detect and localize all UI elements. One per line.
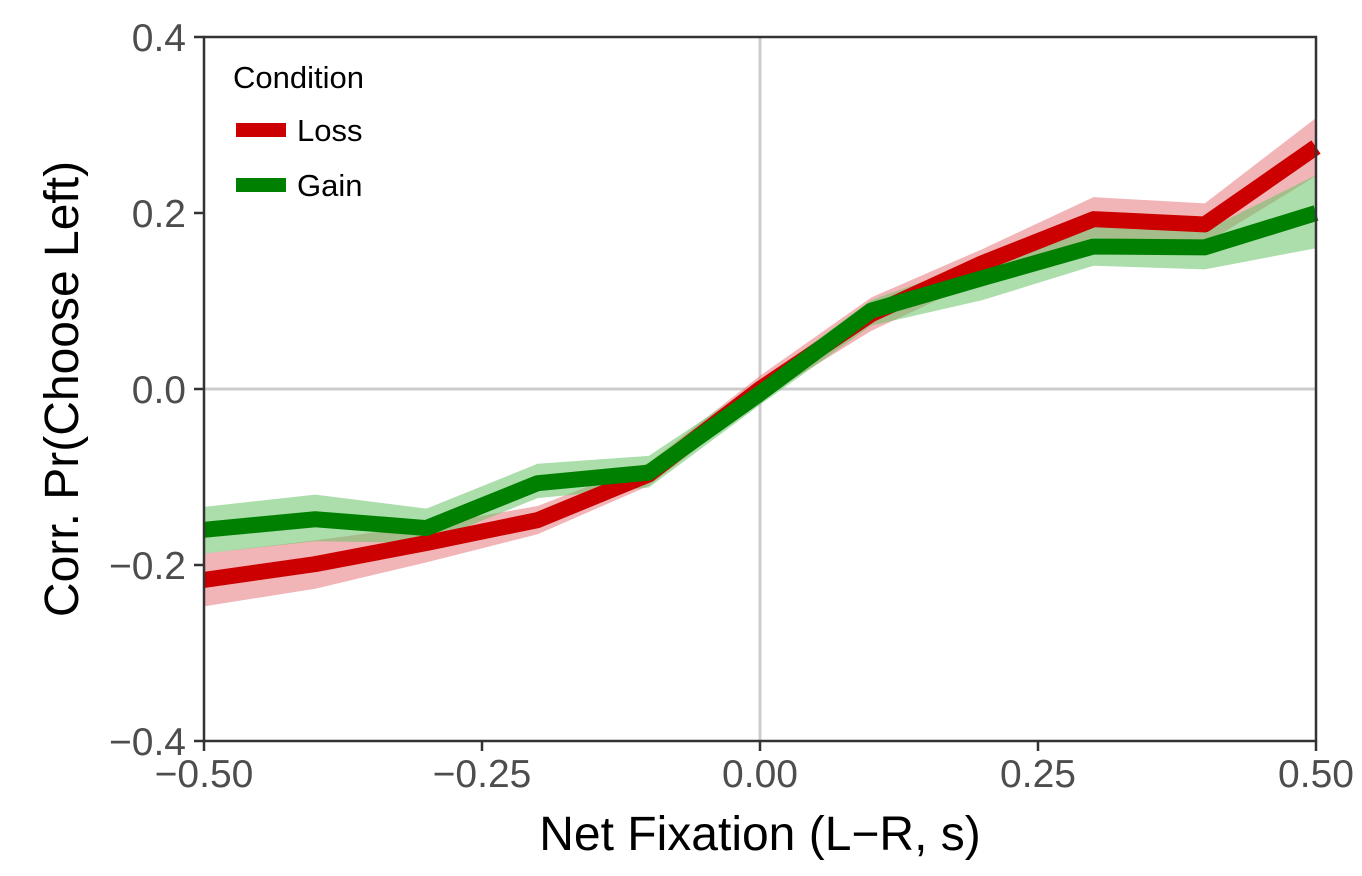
x-tick-label: 0.25 — [1000, 753, 1076, 796]
series-line-gain — [203, 205, 1319, 538]
y-tick-label: 0.2 — [132, 193, 186, 236]
y-axis-title: Corr. Pr(Choose Left) — [36, 161, 89, 617]
legend-swatch-gain — [236, 178, 286, 192]
x-tick-label: −0.50 — [155, 753, 254, 796]
x-tick-label: 0.50 — [1278, 753, 1354, 796]
y-tick-label: −0.2 — [109, 545, 186, 588]
x-tick-label: −0.25 — [433, 753, 532, 796]
series-lines — [202, 140, 1321, 588]
x-axis-title: Net Fixation (L−R, s) — [539, 808, 980, 861]
y-tick-label: −0.4 — [109, 721, 186, 764]
y-tick-label: 0.0 — [132, 369, 186, 412]
y-tick-label: 0.4 — [132, 17, 186, 60]
legend-label-gain: Gain — [297, 168, 362, 203]
legend: Condition Loss Gain — [233, 60, 364, 203]
legend-title: Condition — [233, 60, 364, 95]
legend-label-loss: Loss — [297, 113, 362, 148]
axes: −0.4 −0.2 0.0 0.2 0.4 −0.50 −0.25 0.00 0.25 0.50 N… — [36, 17, 1354, 861]
x-tick-label: 0.00 — [722, 753, 798, 796]
legend-swatch-loss — [236, 123, 286, 137]
